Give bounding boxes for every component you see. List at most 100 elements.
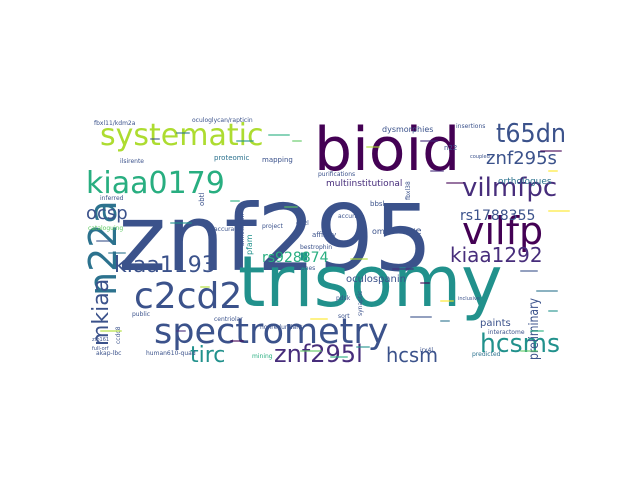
- cloud-word: kiaa1193: [114, 253, 216, 278]
- cloud-word: pfam: [245, 234, 254, 255]
- cloud-word: ilsirente: [120, 158, 144, 165]
- cloud-word: bbsl: [370, 200, 385, 208]
- cloud-speck: [176, 132, 190, 134]
- cloud-word: vilmfpc: [462, 173, 557, 203]
- cloud-speck: [350, 258, 368, 260]
- cloud-speck: [420, 140, 438, 142]
- cloud-word: orthologues: [498, 177, 552, 187]
- cloud-word: obtl: [198, 193, 206, 206]
- cloud-word: spectrometry: [154, 312, 388, 352]
- cloud-word: ccdc8: [115, 326, 122, 344]
- cloud-speck: [536, 290, 558, 292]
- cloud-word: ocsp: [86, 203, 128, 224]
- cloud-word: oculospanin: [346, 274, 406, 285]
- cloud-speck: [230, 200, 240, 202]
- cloud-speck: [310, 318, 328, 320]
- cloud-speck: [392, 268, 414, 270]
- cloud-speck: [430, 170, 444, 172]
- cloud-word: zfp161: [92, 337, 109, 343]
- cloud-word: nonredundant: [260, 324, 303, 331]
- cloud-speck: [446, 182, 464, 184]
- cloud-speck: [366, 146, 380, 148]
- cloud-word: znf295s: [486, 148, 557, 169]
- cloud-word: hcsms: [480, 329, 560, 359]
- cloud-word: inferred: [100, 195, 124, 202]
- cloud-speck: [284, 206, 298, 208]
- cloud-speck: [548, 170, 558, 172]
- cloud-speck: [236, 140, 254, 142]
- cloud-word: coupled: [470, 154, 490, 160]
- cloud-word: c2cd2: [134, 276, 242, 317]
- cloud-speck: [356, 346, 370, 348]
- cloud-word: fbxl11/kdm2a: [94, 120, 136, 127]
- cloud-speck: [440, 300, 454, 302]
- cloud-speck: [548, 310, 558, 312]
- cloud-word: n22a: [81, 200, 125, 296]
- cloud-word: human610-quad: [146, 350, 196, 357]
- cloud-word: rs1788355: [460, 208, 535, 224]
- cloud-speck: [540, 150, 562, 152]
- cloud-word: annotation: [239, 213, 246, 246]
- cloud-speck: [150, 138, 160, 140]
- cloud-word: interactome: [488, 329, 525, 336]
- cloud-word: mining: [252, 353, 273, 360]
- cloud-speck: [548, 210, 570, 212]
- cloud-speck: [200, 286, 210, 288]
- cloud-speck: [440, 320, 450, 322]
- cloud-word: multiinstitutional: [326, 179, 402, 189]
- cloud-word: akap-lbc: [96, 350, 121, 357]
- cloud-word: oml: [372, 227, 387, 236]
- cloud-word: affinity: [312, 231, 336, 239]
- cloud-word: grizl: [296, 220, 309, 227]
- cloud-word: bestrophin: [300, 244, 332, 251]
- cloud-word: project: [262, 223, 283, 230]
- cloud-speck: [230, 340, 244, 342]
- cloud-speck: [420, 282, 430, 284]
- cloud-word: kiaa0179: [86, 166, 225, 201]
- cloud-word: znf295: [118, 185, 433, 292]
- cloud-speck: [410, 316, 432, 318]
- cloud-word: systematic: [100, 118, 263, 153]
- cloud-word: predicted: [472, 351, 501, 358]
- cloud-word: synaptic: [357, 291, 364, 316]
- cloud-background: [80, 118, 560, 362]
- cloud-word: inclusive: [458, 296, 480, 302]
- cloud-word: sort: [338, 313, 350, 320]
- cloud-word: pdsk: [336, 295, 351, 302]
- cloud-word: accurate: [338, 213, 365, 220]
- cloud-speck: [530, 330, 544, 332]
- cloud-word: fbxl38: [405, 181, 412, 200]
- cloud-word: znf295l: [274, 340, 363, 368]
- cloud-speck: [300, 350, 322, 352]
- cloud-word: purifications: [318, 171, 355, 178]
- cloud-word: cataloguing: [88, 225, 123, 232]
- cloud-word: kiaa1292: [450, 243, 543, 267]
- cloud-word: oculoglycan/rapticin: [192, 117, 253, 124]
- cloud-speck: [176, 330, 186, 332]
- cloud-word: proteomic: [214, 154, 250, 162]
- cloud-word: mapping: [262, 156, 293, 164]
- cloud-word: kxe: [404, 226, 422, 237]
- cloud-word: irx4l: [420, 347, 433, 354]
- cloud-speck: [268, 134, 290, 136]
- cloud-word: preliminary: [527, 298, 542, 360]
- cloud-word: insertions: [456, 123, 485, 130]
- cloud-word: rs928874: [262, 250, 329, 266]
- cloud-word: hcsm: [386, 343, 438, 367]
- cloud-speck: [100, 330, 122, 332]
- cloud-speck: [108, 252, 126, 254]
- cloud-speck: [520, 350, 538, 352]
- cloud-word: vilfp: [462, 209, 543, 253]
- cloud-word: n22: [444, 144, 457, 152]
- cloud-word: tirc: [190, 343, 225, 368]
- cloud-speck: [520, 270, 538, 272]
- cloud-word: trisomy: [238, 241, 503, 323]
- cloud-word: mkiaa: [89, 279, 114, 346]
- cloud-word: clones: [296, 265, 315, 272]
- cloud-word: dysmorphies: [382, 125, 433, 134]
- cloud-speck: [96, 240, 110, 242]
- cloud-speck: [330, 356, 348, 358]
- cloud-word: t65dn: [496, 119, 566, 149]
